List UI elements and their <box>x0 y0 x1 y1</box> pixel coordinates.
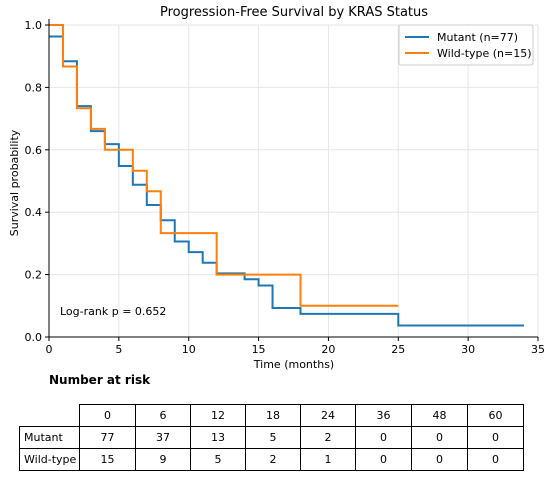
y-tick-label: 0.0 <box>25 331 43 344</box>
x-tick-label: 20 <box>321 343 335 356</box>
axes <box>45 19 539 341</box>
risk-count-cell: 5 <box>245 426 301 449</box>
x-tick-label: 25 <box>391 343 405 356</box>
risk-table: 0 6 12 18 24 36 48 60 Mutant 77 37 13 5 2 0 0 0 Wild-type… <box>19 404 524 471</box>
x-tick-label: 35 <box>531 343 545 356</box>
survival-curve-mutant <box>49 35 525 327</box>
risk-table-row: Wild-type 15 9 5 2 1 0 0 0 <box>19 448 524 471</box>
survival-curves <box>49 24 525 327</box>
risk-count-cell: 0 <box>355 426 412 449</box>
risk-count-cell: 0 <box>411 426 468 449</box>
risk-count-cell: 0 <box>411 448 468 471</box>
y-tick-label: 0.8 <box>25 81 43 94</box>
x-tick-label: 15 <box>252 343 266 356</box>
legend: Mutant (n=77) Wild-type (n=15) <box>398 24 534 66</box>
risk-count-cell: 37 <box>135 426 191 449</box>
risk-count-cell: 0 <box>467 448 524 471</box>
survival-curve-wild-type <box>49 24 399 307</box>
tick-labels: 0 5 10 15 20 25 30 35 0.0 0.2 0.4 0.6 0.8 1.0 <box>25 19 546 356</box>
risk-count-cell: 5 <box>190 448 246 471</box>
x-tick-label: 10 <box>182 343 196 356</box>
risk-count-cell: 2 <box>300 426 356 449</box>
risk-time-header: 24 <box>300 404 356 427</box>
risk-table-header-row: 0 6 12 18 24 36 48 60 <box>19 404 524 427</box>
y-tick-label: 0.4 <box>25 206 43 219</box>
risk-time-header: 18 <box>245 404 301 427</box>
risk-time-header: 48 <box>411 404 468 427</box>
x-tick-label: 30 <box>461 343 475 356</box>
y-axis-title: Survival probability <box>8 129 21 236</box>
risk-count-cell: 77 <box>79 426 136 449</box>
risk-count-cell: 13 <box>190 426 246 449</box>
log-rank-annotation: Log-rank p = 0.652 <box>60 305 166 318</box>
risk-table-row: Mutant 77 37 13 5 2 0 0 0 <box>19 426 524 449</box>
x-axis-title: Time (months) <box>253 358 334 371</box>
legend-label-mutant: Mutant (n=77) <box>437 31 518 44</box>
risk-count-cell: 0 <box>467 426 524 449</box>
risk-time-header: 0 <box>79 404 136 427</box>
risk-count-cell: 15 <box>79 448 136 471</box>
km-chart: Progression-Free Survival by KRAS Status… <box>8 5 546 371</box>
risk-time-header: 6 <box>135 404 191 427</box>
risk-count-cell: 9 <box>135 448 191 471</box>
risk-time-header: 60 <box>467 404 524 427</box>
x-tick-label: 5 <box>115 343 122 356</box>
risk-count-cell: 1 <box>300 448 356 471</box>
risk-table-corner <box>19 404 80 427</box>
risk-row-label: Wild-type <box>19 448 80 471</box>
x-tick-label: 0 <box>46 343 53 356</box>
risk-table-title: Number at risk <box>49 373 151 387</box>
risk-time-header: 36 <box>355 404 412 427</box>
y-tick-label: 0.6 <box>25 144 43 157</box>
legend-label-wild-type: Wild-type (n=15) <box>437 47 532 60</box>
chart-title: Progression-Free Survival by KRAS Status <box>160 5 428 20</box>
risk-row-label: Mutant <box>19 426 80 449</box>
risk-count-cell: 2 <box>245 448 301 471</box>
risk-count-cell: 0 <box>355 448 412 471</box>
legend-box <box>398 24 534 66</box>
grid-lines <box>48 24 539 338</box>
risk-time-header: 12 <box>190 404 246 427</box>
y-tick-label: 0.2 <box>25 269 43 282</box>
y-tick-label: 1.0 <box>25 19 43 32</box>
